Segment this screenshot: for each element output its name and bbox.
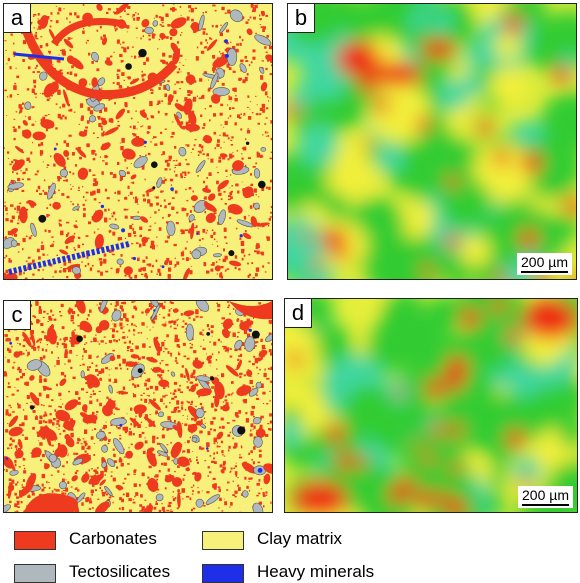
tectosilicates-swatch	[14, 564, 56, 583]
panel-label: c	[4, 301, 31, 330]
panel-a-phase-map: a	[3, 3, 273, 280]
scale-bar: 200 µm	[517, 253, 572, 275]
panel-d-heat-map: d 200 µm	[284, 298, 578, 513]
heavy-minerals-swatch	[202, 564, 244, 583]
phase-map-image	[4, 301, 272, 512]
scale-bar: 200 µm	[518, 486, 573, 508]
panel-c-phase-map: c	[3, 300, 273, 513]
heat-map-image	[288, 4, 576, 279]
legend-label: Heavy minerals	[257, 562, 375, 581]
scale-bar-label: 200 µm	[521, 254, 568, 270]
phase-map-image	[4, 4, 272, 279]
carbonates-swatch	[14, 531, 56, 550]
clay-matrix-swatch	[202, 531, 244, 550]
scale-bar-line	[522, 504, 569, 506]
legend-label: Tectosilicates	[69, 562, 171, 581]
scale-bar-line	[521, 271, 568, 273]
scale-bar-label: 200 µm	[522, 487, 569, 503]
panel-label: d	[285, 299, 312, 328]
legend-label: Clay matrix	[257, 529, 343, 548]
panel-label: b	[288, 4, 315, 33]
panel-label: a	[4, 4, 31, 33]
heat-map-image	[285, 299, 577, 512]
panel-b-heat-map: b 200 µm	[287, 3, 577, 280]
legend-label: Carbonates	[69, 529, 157, 548]
